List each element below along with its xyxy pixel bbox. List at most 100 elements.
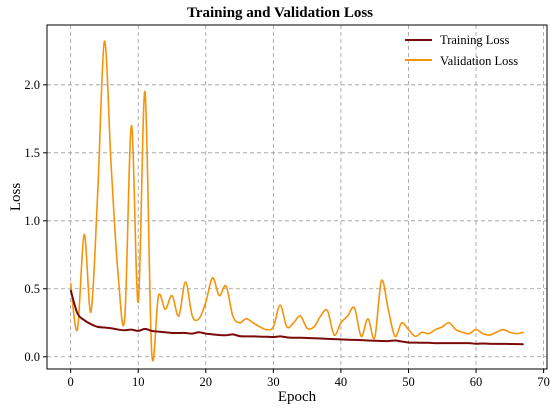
data-point-training-loss	[387, 340, 389, 342]
data-point-validation-loss	[326, 309, 329, 312]
data-point-validation-loss	[157, 294, 160, 297]
data-point-training-loss	[157, 331, 160, 333]
x-tick-label: 50	[402, 375, 415, 389]
data-point-validation-loss	[225, 285, 227, 287]
data-point-training-loss	[97, 326, 99, 328]
data-point-training-loss	[347, 339, 349, 341]
data-point-training-loss	[340, 338, 342, 340]
data-point-training-loss	[184, 332, 187, 334]
data-point-training-loss	[238, 335, 241, 337]
data-point-validation-loss	[482, 333, 484, 335]
data-point-training-loss	[286, 336, 288, 338]
data-point-training-loss	[259, 336, 261, 338]
data-point-validation-loss	[83, 233, 85, 235]
data-point-training-loss	[434, 342, 437, 344]
data-point-validation-loss	[299, 315, 301, 317]
data-point-training-loss	[130, 328, 133, 331]
data-point-validation-loss	[448, 322, 450, 324]
data-point-validation-loss	[245, 318, 247, 320]
data-point-validation-loss	[401, 322, 403, 324]
data-point-training-loss	[428, 342, 430, 344]
data-point-training-loss	[137, 330, 139, 332]
y-tick-label: 1.5	[24, 146, 40, 160]
data-point-validation-loss	[70, 282, 72, 284]
data-point-training-loss	[232, 333, 234, 335]
data-point-validation-loss	[455, 328, 457, 331]
data-point-validation-loss	[313, 326, 315, 328]
data-point-validation-loss	[522, 331, 524, 333]
data-point-validation-loss	[428, 333, 430, 335]
data-point-training-loss	[70, 289, 72, 291]
data-point-validation-loss	[509, 331, 511, 333]
x-tick-label: 70	[537, 375, 550, 389]
data-point-training-loss	[448, 342, 450, 344]
x-tick-label: 0	[68, 375, 74, 389]
data-point-validation-loss	[178, 315, 180, 317]
data-point-validation-loss	[468, 333, 470, 335]
data-point-training-loss	[407, 341, 410, 344]
data-point-validation-loss	[320, 315, 322, 317]
data-point-validation-loss	[184, 281, 187, 283]
x-tick-label: 30	[267, 375, 280, 389]
data-point-training-loss	[367, 339, 369, 342]
data-point-training-loss	[191, 333, 193, 335]
data-point-training-loss	[394, 339, 396, 342]
data-point-validation-loss	[286, 326, 288, 328]
data-point-validation-loss	[374, 337, 376, 339]
data-point-validation-loss	[218, 294, 220, 297]
data-point-training-loss	[488, 343, 491, 345]
data-point-validation-loss	[360, 335, 362, 337]
chart-title: Training and Validation Loss	[187, 5, 373, 21]
data-point-validation-loss	[144, 91, 146, 93]
data-point-validation-loss	[198, 318, 200, 320]
plot-area	[69, 40, 524, 362]
data-point-validation-loss	[461, 331, 464, 333]
data-point-training-loss	[515, 343, 518, 345]
x-tick-label: 40	[335, 375, 348, 389]
data-point-validation-loss	[394, 335, 396, 337]
axis-ticks: 0 10 20 30 40 50 60 70 0.0 0.5 1.0 1.5 2.0	[24, 78, 549, 389]
data-point-training-loss	[279, 335, 281, 337]
data-point-validation-loss	[502, 328, 504, 331]
data-point-validation-loss	[238, 322, 241, 324]
data-point-validation-loss	[117, 271, 119, 274]
data-point-training-loss	[110, 327, 112, 329]
data-point-training-loss	[441, 342, 443, 344]
data-point-validation-loss	[252, 322, 254, 324]
data-point-training-loss	[218, 334, 220, 336]
data-point-validation-loss	[293, 322, 295, 324]
data-point-training-loss	[198, 331, 200, 333]
data-point-training-loss	[360, 339, 362, 341]
data-point-training-loss	[225, 334, 227, 336]
data-point-validation-loss	[124, 318, 126, 320]
data-point-training-loss	[124, 329, 126, 331]
y-axis-label: Loss	[8, 183, 24, 212]
data-point-validation-loss	[265, 328, 268, 331]
data-point-training-loss	[144, 328, 146, 330]
grid	[47, 25, 547, 369]
data-point-validation-loss	[407, 328, 410, 331]
data-point-validation-loss	[495, 331, 497, 333]
data-point-training-loss	[178, 332, 180, 334]
data-point-validation-loss	[151, 352, 153, 354]
data-point-training-loss	[455, 342, 457, 344]
data-point-validation-loss	[367, 318, 369, 320]
data-point-training-loss	[333, 338, 335, 340]
data-point-validation-loss	[380, 280, 383, 282]
data-point-training-loss	[265, 336, 268, 338]
x-tick-label: 20	[200, 375, 213, 389]
data-point-validation-loss	[110, 165, 112, 168]
data-point-validation-loss	[441, 326, 443, 328]
data-point-training-loss	[326, 338, 329, 340]
data-point-validation-loss	[90, 311, 92, 313]
plot-frame	[46, 24, 548, 370]
data-point-training-loss	[353, 339, 356, 341]
data-point-validation-loss	[171, 294, 173, 297]
data-point-validation-loss	[279, 304, 281, 306]
data-point-training-loss	[293, 337, 295, 339]
data-point-training-loss	[495, 343, 497, 345]
data-point-training-loss	[164, 331, 166, 333]
data-point-training-loss	[475, 343, 477, 345]
data-point-training-loss	[509, 343, 511, 345]
